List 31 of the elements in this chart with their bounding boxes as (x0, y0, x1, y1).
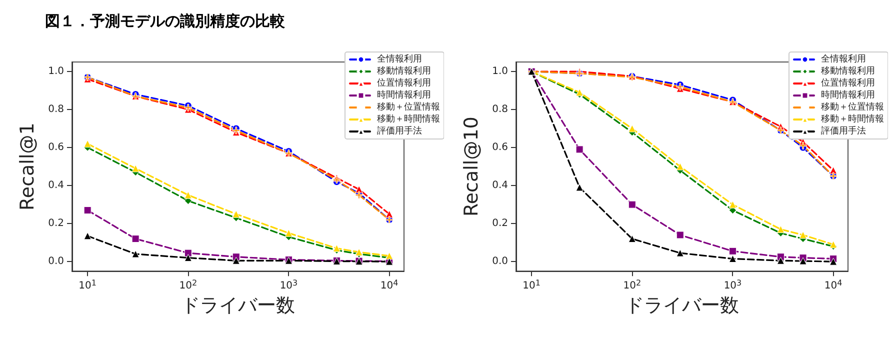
legend-label: 移動情報利用 (821, 66, 875, 76)
y-tick-label: 0.8 (48, 104, 64, 116)
legend-label: 評価用手法 (821, 126, 866, 136)
legend-label: 位置情報利用 (821, 78, 875, 88)
y-axis-title: Recall@1 (16, 122, 39, 210)
legend-label: 移動＋時間情報 (821, 114, 884, 124)
y-tick-label: 0.6 (492, 142, 508, 154)
y-tick-label: 0.2 (492, 218, 508, 230)
y-tick-label: 0.0 (48, 256, 64, 268)
y-tick-label: 0.8 (492, 104, 508, 116)
legend-label: 移動情報利用 (377, 66, 431, 76)
legend-label: 時間情報利用 (377, 90, 431, 100)
y-tick-label: 0.6 (48, 142, 64, 154)
x-axis-title: ドライバー数 (181, 294, 295, 316)
legend-label: 全情報利用 (377, 54, 422, 64)
legend-label: 時間情報利用 (821, 90, 875, 100)
y-tick-label: 1.0 (492, 66, 508, 78)
chart-title: 図１．予測モデルの識別精度の比較 (44, 11, 286, 32)
y-tick-label: 0.4 (492, 180, 508, 192)
legend-label: 位置情報利用 (377, 78, 431, 88)
y-tick-label: 0.4 (48, 180, 64, 192)
y-tick-label: 0.2 (48, 218, 64, 230)
y-tick-label: 1.0 (48, 66, 64, 78)
legend-label: 評価用手法 (377, 126, 422, 136)
y-axis-title: Recall@10 (460, 116, 483, 216)
legend-label: 移動＋位置情報 (377, 102, 440, 112)
y-tick-label: 0.0 (492, 256, 508, 268)
legend-label: 移動＋時間情報 (377, 114, 440, 124)
x-axis-title: ドライバー数 (625, 294, 739, 316)
legend-label: 全情報利用 (821, 54, 866, 64)
legend-label: 移動＋位置情報 (821, 102, 884, 112)
